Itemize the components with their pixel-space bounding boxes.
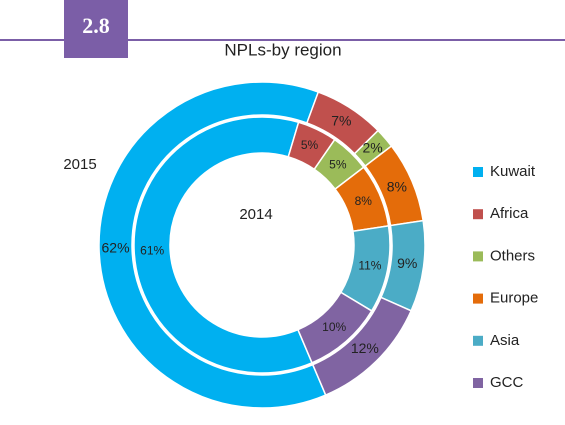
value-label: 61% — [140, 243, 164, 257]
donut-slice — [133, 116, 313, 374]
donut-slice — [311, 296, 413, 397]
value-label: 9% — [397, 255, 417, 271]
legend-swatch — [473, 209, 483, 220]
legend-label: Asia — [490, 332, 520, 349]
legend-swatch — [473, 167, 483, 177]
legend-swatch — [473, 378, 483, 388]
chart-title: NPLs-by region — [224, 40, 341, 59]
value-label: 62% — [102, 239, 130, 255]
series-label: 2014 — [239, 206, 272, 223]
value-label: 5% — [301, 138, 319, 152]
legend-swatch — [473, 293, 483, 304]
value-label: 12% — [351, 340, 379, 356]
legend-swatch — [473, 251, 483, 262]
value-label: 10% — [322, 320, 346, 334]
donut-slice — [98, 81, 327, 409]
figure-badge — [64, 0, 128, 58]
series-label: 2015 — [63, 156, 96, 173]
value-label: 8% — [387, 178, 407, 194]
donut-slice — [296, 291, 373, 364]
legend-label: Others — [490, 247, 535, 264]
value-label: 7% — [331, 113, 351, 129]
legend-label: GCC — [490, 374, 524, 391]
value-label: 11% — [358, 259, 381, 273]
figure-number: 2.8 — [82, 13, 110, 38]
value-label: 8% — [355, 194, 373, 208]
value-label: 2% — [362, 140, 382, 156]
legend-swatch — [473, 335, 483, 346]
value-label: 5% — [329, 158, 347, 172]
legend-label: Europe — [490, 290, 538, 307]
legend-label: Africa — [490, 205, 529, 222]
legend-label: Kuwait — [490, 163, 536, 180]
